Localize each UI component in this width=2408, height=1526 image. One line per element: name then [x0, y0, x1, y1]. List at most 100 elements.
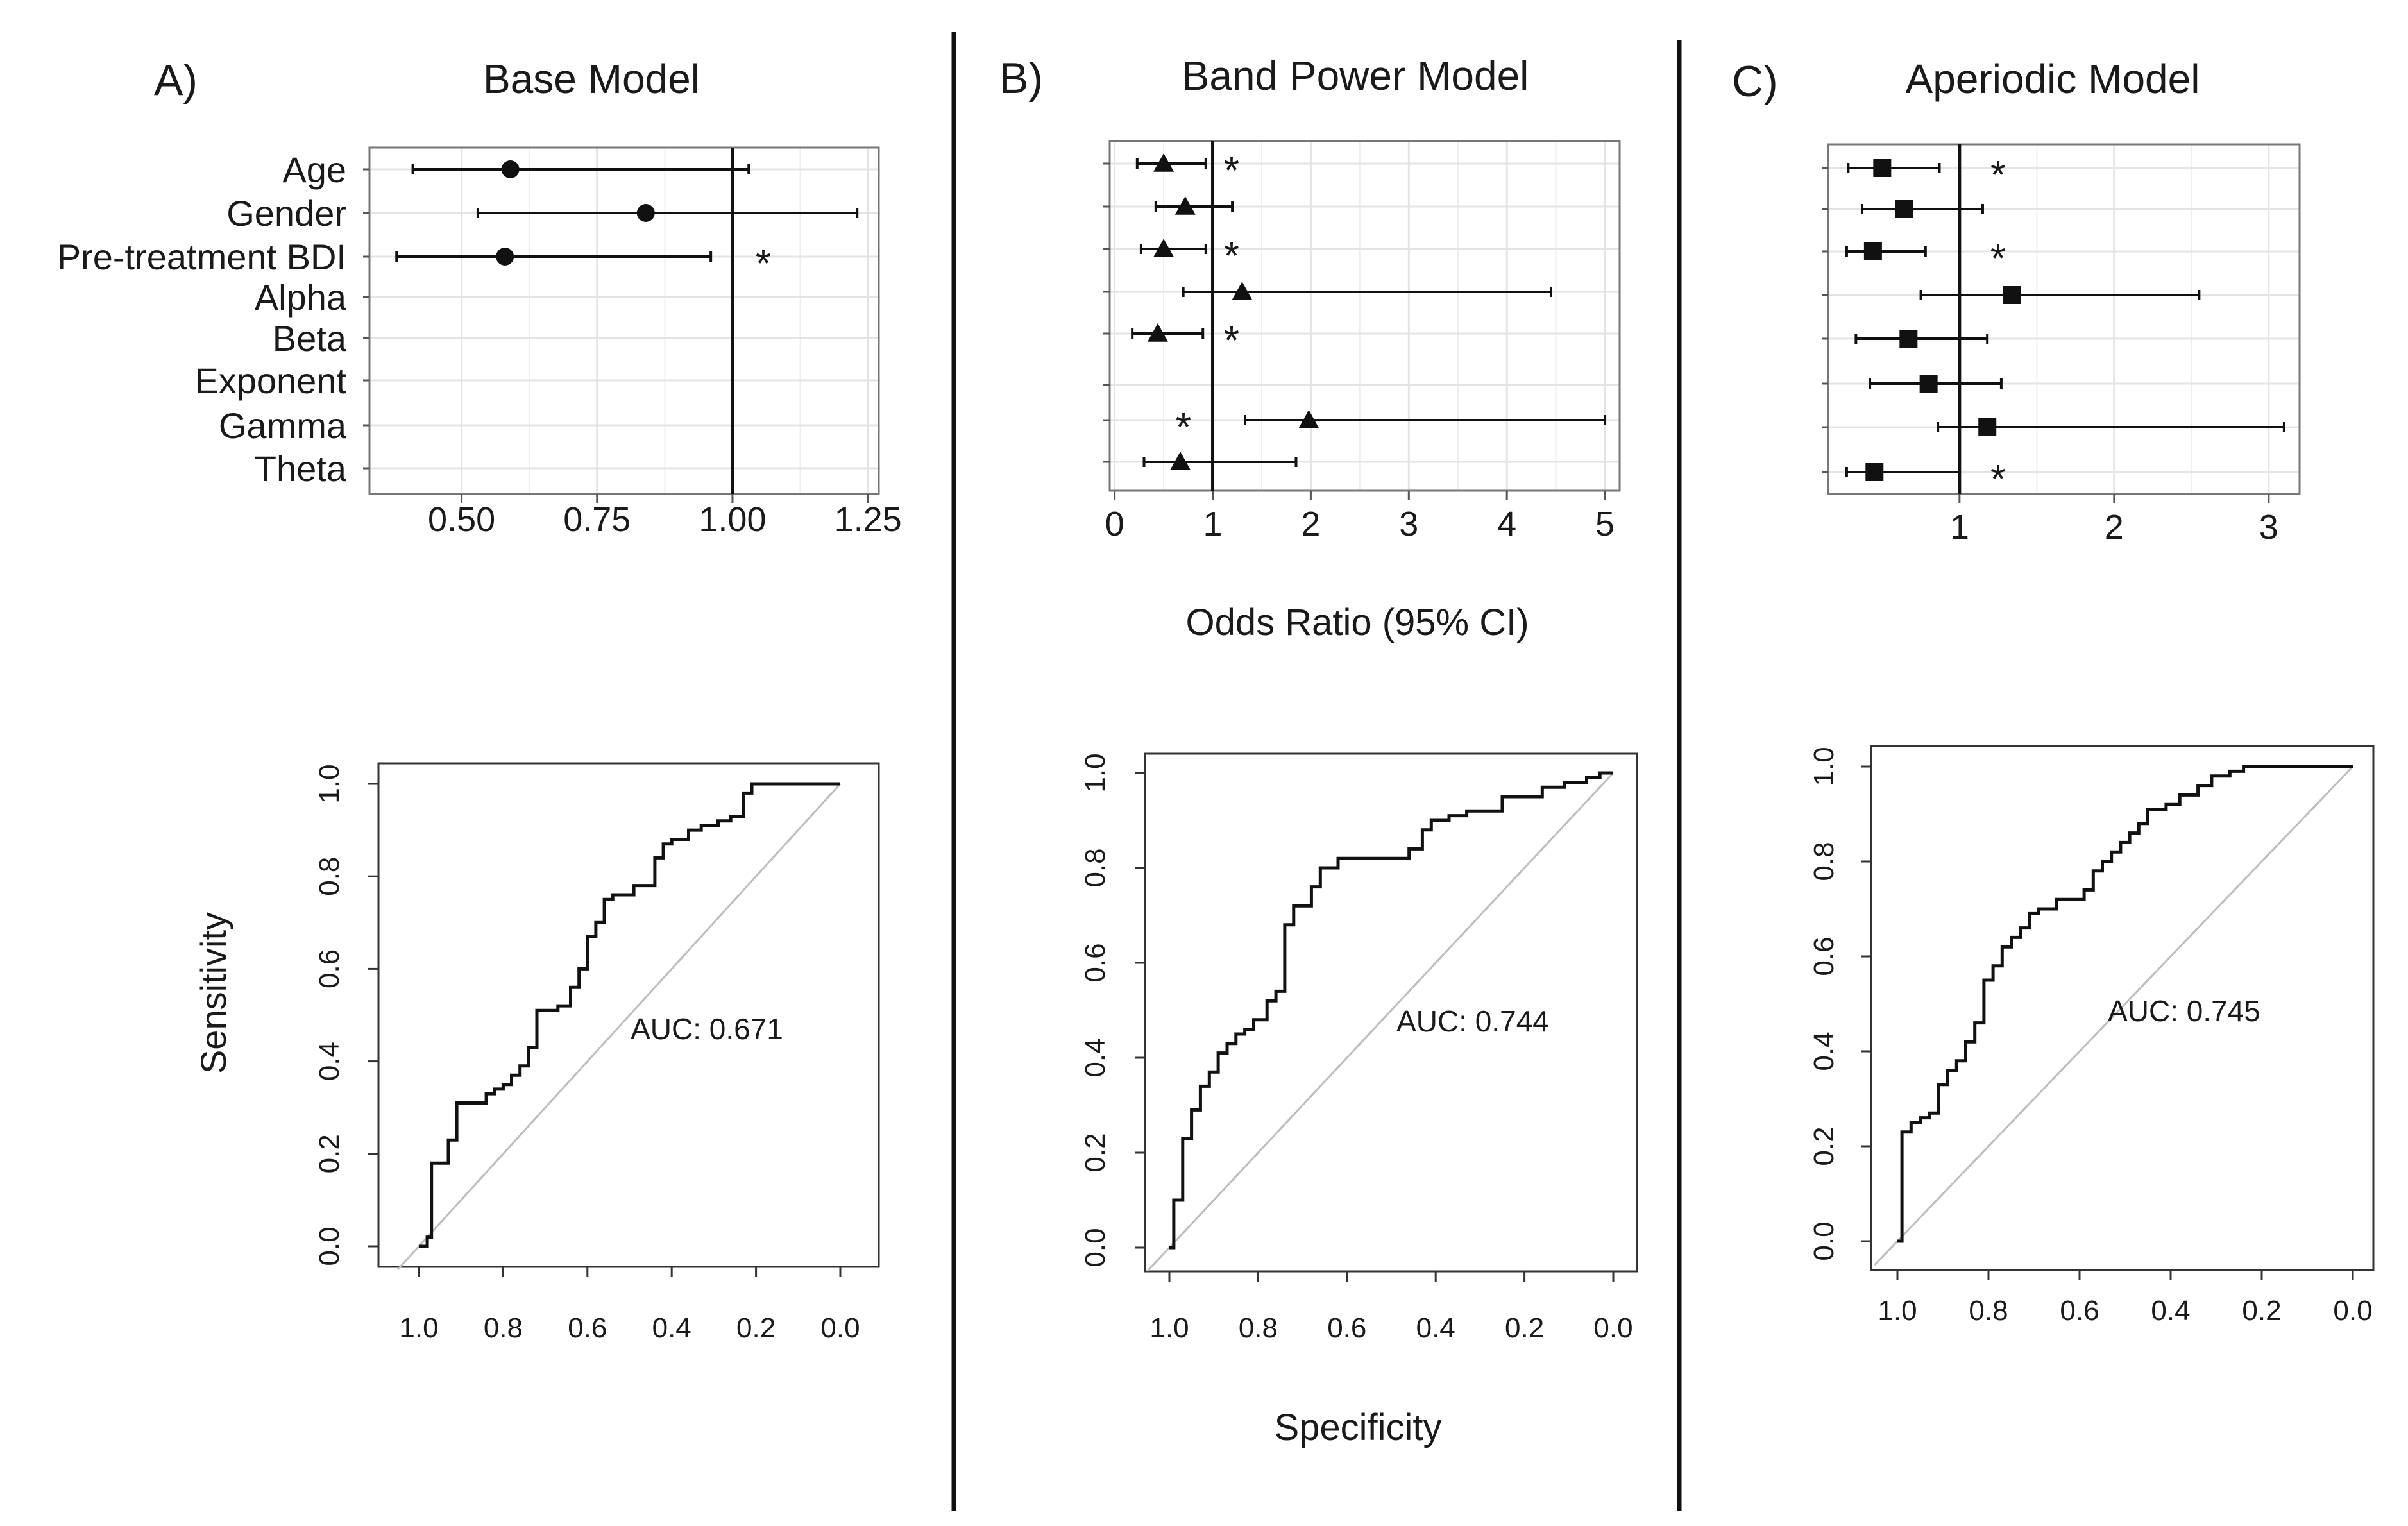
roc-xtick-label: 0.2 — [2242, 1295, 2281, 1327]
roc-xtick-label: 0.0 — [2333, 1295, 2372, 1327]
forest-point-circle — [636, 204, 655, 222]
roc-ytick-label: 0.6 — [314, 949, 345, 988]
forest-point-triangle — [1170, 452, 1191, 470]
roc-ytick-label: 0.8 — [1808, 842, 1840, 881]
forest-point-circle — [496, 248, 514, 266]
roc-ytick-label: 0.8 — [1080, 848, 1111, 887]
roc-xtick-label: 1.0 — [1149, 1312, 1189, 1344]
significance-marker: * — [1176, 405, 1191, 450]
roc-ytick-label: 0.4 — [314, 1042, 345, 1081]
forest-xtick-label: 1 — [1203, 505, 1223, 543]
significance-marker: * — [1990, 457, 2006, 502]
significance-marker: * — [1224, 234, 1239, 278]
forest-frame — [1108, 140, 1621, 492]
title-base-model: Base Model — [483, 56, 700, 102]
roc-ytick-label: 0.2 — [1080, 1133, 1111, 1172]
roc-xtick-label: 1.0 — [399, 1312, 438, 1344]
forest-point-square — [1978, 418, 1997, 436]
forest-row-label: Beta — [273, 318, 347, 359]
forest-row-label: Theta — [255, 448, 347, 489]
forest-xtick-label: 0 — [1105, 505, 1124, 543]
significance-marker: * — [1224, 149, 1239, 193]
forest-xtick-label: 2 — [2105, 508, 2124, 547]
roc-ytick-label: 1.0 — [314, 764, 345, 803]
roc-auc-label: AUC: 0.745 — [2108, 994, 2260, 1028]
roc-ytick-label: 0.0 — [314, 1226, 345, 1266]
odds-ratio-axis-label: Odds Ratio (95% CI) — [1185, 602, 1529, 643]
significance-marker: * — [1990, 237, 2006, 281]
roc-ytick-label: 0.4 — [1808, 1031, 1840, 1071]
significance-marker: * — [1224, 319, 1239, 363]
significance-marker: * — [1990, 153, 2006, 198]
roc-ytick-label: 0.0 — [1808, 1221, 1840, 1260]
roc-xtick-label: 0.6 — [1327, 1312, 1366, 1344]
forest-xtick-label: 0.50 — [428, 500, 495, 539]
roc-xtick-label: 0.4 — [2151, 1295, 2190, 1327]
forest-point-triangle — [1153, 239, 1174, 257]
forest-row-label: Pre-treatment BDI — [57, 237, 346, 277]
roc-ytick-label: 0.2 — [314, 1134, 345, 1173]
forest-point-triangle — [1298, 410, 1319, 428]
roc-curve — [1897, 765, 2353, 1243]
roc-ytick-label: 0.4 — [1080, 1038, 1111, 1077]
roc-xtick-label: 1.0 — [1878, 1295, 1917, 1327]
roc-ytick-label: 1.0 — [1080, 753, 1111, 792]
roc-ytick-label: 0.8 — [314, 857, 345, 896]
roc-plot-aperiodic: 1.0 0.8 0.6 0.4 0.2 0.0 0.0 0.2 0.4 0.6 0.8 1.0 AUC:… — [1808, 745, 2375, 1327]
roc-chance-diagonal — [397, 783, 842, 1271]
roc-ytick-label: 0.0 — [1080, 1228, 1111, 1267]
roc-plot-base: 1.0 0.8 0.6 0.4 0.2 0.0 0.0 0.2 0.4 0.6 0.8 1.0 AUC:… — [314, 762, 880, 1344]
forest-point-square — [1873, 159, 1892, 177]
roc-xtick-label: 0.0 — [820, 1312, 860, 1344]
roc-xtick-label: 0.4 — [652, 1312, 691, 1344]
forest-row-label: Gender — [226, 193, 346, 233]
roc-xtick-label: 0.6 — [568, 1312, 607, 1344]
forest-point-square — [1895, 200, 1913, 218]
forest-plot-band-power: 0 1 2 3 4 5 * * * * — [1103, 140, 1621, 543]
forest-xtick-label: 1.25 — [835, 500, 902, 539]
forest-point-square — [1863, 242, 1882, 260]
forest-row-label: Gamma — [219, 405, 347, 446]
forest-point-triangle — [1232, 282, 1253, 300]
forest-point-square — [1865, 463, 1884, 481]
roc-curve — [419, 782, 840, 1248]
forest-xtick-label: 3 — [2259, 508, 2278, 547]
roc-xtick-label: 0.8 — [484, 1312, 523, 1344]
panel-label-a: A) — [154, 56, 198, 105]
forest-plot-area — [1828, 144, 2300, 494]
forest-point-triangle — [1147, 323, 1168, 342]
forest-point-square — [2003, 286, 2021, 304]
forest-frame — [368, 146, 880, 495]
roc-xtick-label: 0.8 — [1239, 1312, 1278, 1344]
title-aperiodic-model: Aperiodic Model — [1906, 56, 2200, 102]
forest-plot-base: 0.50 0.75 1.00 1.25 * — [363, 146, 902, 539]
roc-ytick-label: 0.6 — [1080, 943, 1111, 982]
forest-plot-aperiodic: 1 2 3 * * * — [1822, 143, 2301, 547]
roc-plot-band-power: 1.0 0.8 0.6 0.4 0.2 0.0 0.0 0.2 0.4 0.6 0.8 1.0 AUC:… — [1080, 752, 1638, 1344]
forest-point-circle — [501, 160, 520, 178]
roc-curve — [1169, 771, 1613, 1250]
roc-chance-diagonal — [1874, 765, 2354, 1266]
forest-point-triangle — [1174, 196, 1196, 215]
roc-ytick-label: 1.0 — [1808, 747, 1840, 786]
roc-sensitivity-label: Sensitivity — [193, 912, 233, 1074]
forest-xtick-label: 2 — [1301, 505, 1320, 543]
roc-xtick-label: 0.6 — [2060, 1295, 2099, 1327]
forest-frame — [1827, 143, 2301, 495]
forest-point-square — [1919, 375, 1938, 393]
forest-xtick-label: 4 — [1497, 505, 1516, 543]
forest-row-label: Age — [282, 149, 346, 190]
roc-specificity-label: Specificity — [1274, 1407, 1441, 1448]
roc-chance-diagonal — [1146, 772, 1615, 1273]
roc-auc-label: AUC: 0.744 — [1396, 1005, 1549, 1038]
forest-xtick-label: 1.00 — [699, 500, 766, 539]
roc-xtick-label: 0.8 — [1969, 1295, 2008, 1327]
panel-label-b: B) — [999, 54, 1043, 103]
roc-xtick-label: 0.2 — [736, 1312, 776, 1344]
forest-plot-area — [1110, 141, 1620, 491]
forest-xtick-label: 1 — [1950, 508, 1969, 547]
roc-xtick-label: 0.2 — [1505, 1312, 1544, 1344]
significance-marker: * — [756, 242, 771, 286]
forest-row-label: Alpha — [255, 277, 347, 318]
